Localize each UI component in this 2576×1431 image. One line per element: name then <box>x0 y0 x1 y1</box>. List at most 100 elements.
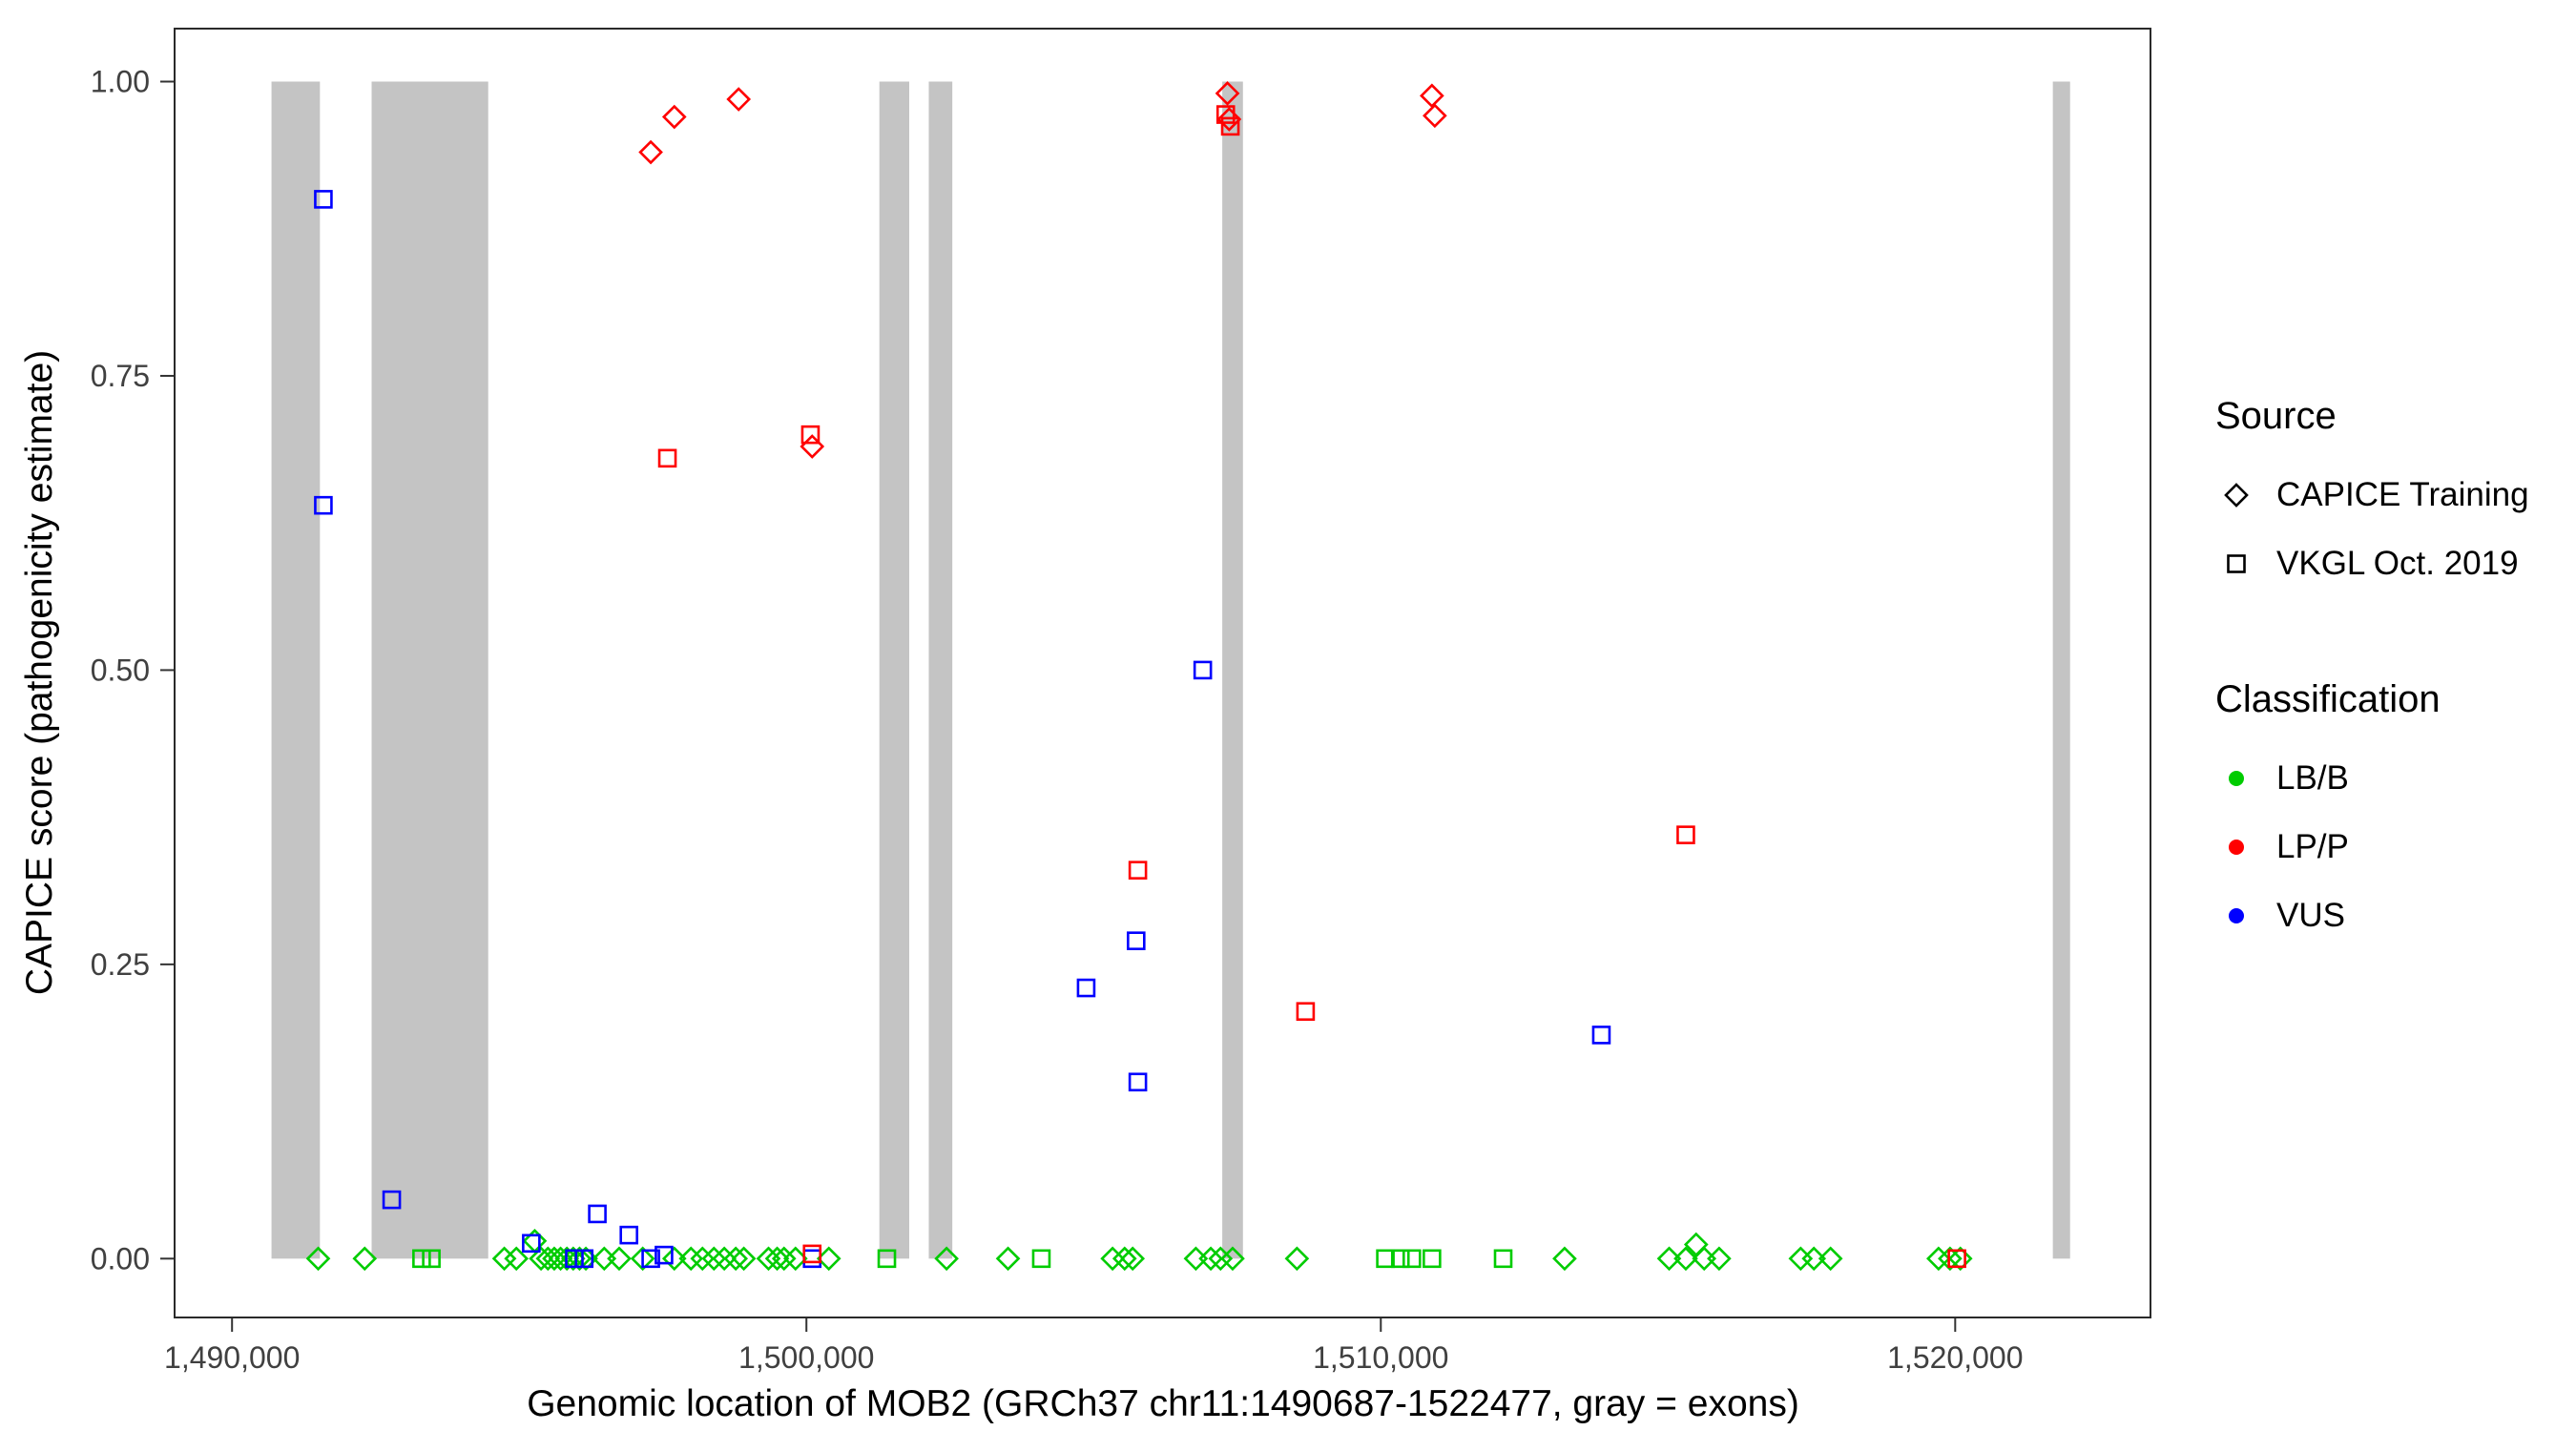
point-vkgl-lpp <box>800 425 821 445</box>
exon-band <box>928 81 953 1259</box>
point-capice-lbb <box>491 1246 517 1272</box>
x-tick-label: 1,500,000 <box>738 1340 874 1375</box>
point-capice-lbb <box>305 1246 331 1272</box>
y-axis-title: CAPICE score (pathogenicity estimate) <box>19 349 60 996</box>
point-capice-lbb <box>1552 1246 1577 1272</box>
point-vkgl-vus <box>1591 1026 1611 1045</box>
point-capice-lbb <box>352 1246 378 1272</box>
point-vkgl-vus <box>565 1249 584 1269</box>
point-capice-lbb <box>934 1246 959 1272</box>
y-tick-label: 0.25 <box>91 947 150 982</box>
legend-spacer <box>2215 602 2568 678</box>
legend-item-lbb: LB/B <box>2215 748 2568 809</box>
exon-band <box>371 81 488 1259</box>
legend: Source CAPICE Training VKGL Oct. 2019 Cl… <box>2215 395 2568 954</box>
point-capice-lbb <box>504 1246 530 1272</box>
point-capice-lbb <box>1707 1246 1732 1272</box>
point-capice-lbb <box>1284 1246 1310 1272</box>
point-vkgl-vus <box>574 1249 594 1269</box>
point-capice-lbb <box>567 1246 592 1272</box>
point-vkgl-lpp <box>1296 1002 1316 1022</box>
x-tick-label: 1,490,000 <box>164 1340 300 1375</box>
point-capice-lpp <box>638 139 663 165</box>
point-capice-lpp <box>1216 107 1242 132</box>
legend-label-lbb: LB/B <box>2276 759 2349 797</box>
x-tick-label: 1,520,000 <box>1887 1340 2023 1375</box>
point-vkgl-vus <box>588 1204 607 1224</box>
x-tick-label: 1,510,000 <box>1313 1340 1448 1375</box>
point-capice-lbb <box>782 1246 808 1272</box>
point-capice-lbb <box>712 1246 737 1272</box>
legend-item-lpp: LP/P <box>2215 817 2568 878</box>
point-vkgl-lpp <box>657 448 677 468</box>
point-vkgl-lbb <box>1423 1249 1442 1269</box>
point-capice-lbb <box>816 1246 841 1272</box>
point-capice-lbb <box>661 1246 687 1272</box>
point-vkgl-vus <box>314 190 333 209</box>
point-vkgl-vus <box>1193 660 1213 680</box>
vus-dot-icon <box>2229 908 2244 923</box>
point-vkgl-lpp <box>802 1244 822 1264</box>
point-capice-lbb <box>1656 1246 1682 1272</box>
legend-item-vkgl: VKGL Oct. 2019 <box>2215 533 2568 594</box>
point-vkgl-lpp <box>1215 105 1236 124</box>
legend-classification-title: Classification <box>2215 678 2441 720</box>
point-capice-lpp <box>1423 103 1447 129</box>
point-capice-lbb <box>1801 1246 1827 1272</box>
legend-source-group: Source CAPICE Training VKGL Oct. 2019 <box>2215 395 2568 594</box>
point-vkgl-lbb <box>1376 1249 1395 1269</box>
point-capice-lbb <box>701 1246 727 1272</box>
point-capice-lbb <box>756 1246 781 1272</box>
point-capice-lbb <box>1111 1246 1137 1272</box>
point-capice-lbb <box>1198 1246 1223 1272</box>
point-vkgl-vus <box>619 1225 639 1245</box>
point-capice-lbb <box>1208 1246 1234 1272</box>
point-vkgl-vus <box>314 495 333 515</box>
point-capice-lpp <box>1420 83 1444 109</box>
point-capice-lbb <box>607 1246 632 1272</box>
point-vkgl-lbb <box>877 1249 897 1269</box>
point-capice-lbb <box>630 1246 655 1272</box>
point-capice-lbb <box>1818 1246 1843 1272</box>
square-key-icon <box>2227 554 2246 573</box>
y-tick-label: 0.50 <box>91 653 150 687</box>
legend-label-lpp: LP/P <box>2276 828 2349 865</box>
x-axis-title: Genomic location of MOB2 (GRCh37 chr11:1… <box>527 1383 1799 1424</box>
point-capice-lpp <box>661 104 687 130</box>
point-vkgl-lbb <box>1402 1249 1422 1269</box>
point-capice-lbb <box>1788 1246 1814 1272</box>
point-capice-lbb <box>1120 1246 1146 1272</box>
legend-classification-group: Classification LB/B LP/P VUS <box>2215 678 2568 946</box>
point-vkgl-lbb <box>422 1249 441 1269</box>
point-vkgl-vus <box>641 1249 660 1269</box>
point-capice-lbb <box>1100 1246 1125 1272</box>
legend-item-capice-training: CAPICE Training <box>2215 465 2568 526</box>
point-capice-lpp <box>1215 81 1240 106</box>
point-vkgl-vus <box>1076 978 1096 998</box>
legend-label-vus: VUS <box>2276 897 2345 934</box>
y-tick-label: 0.75 <box>91 359 150 393</box>
diamond-key-icon <box>2224 483 2249 508</box>
panel-border <box>174 28 2151 1318</box>
point-capice-lbb <box>1926 1246 1951 1272</box>
y-tick-label: 1.00 <box>91 65 150 99</box>
exon-band <box>2052 81 2070 1259</box>
point-capice-lpp <box>726 87 752 112</box>
point-vkgl-lpp <box>1220 116 1240 136</box>
lbb-dot-icon <box>2229 771 2244 786</box>
point-vkgl-lpp <box>1947 1249 1966 1269</box>
y-tick-label: 0.00 <box>91 1241 150 1275</box>
legend-label-vkgl: VKGL Oct. 2019 <box>2276 545 2519 582</box>
legend-source-title: Source <box>2215 395 2337 437</box>
point-capice-lbb <box>1938 1246 1963 1272</box>
exon-band <box>879 81 910 1259</box>
exon-band <box>1222 81 1243 1259</box>
lpp-dot-icon <box>2229 840 2244 855</box>
legend-label-capice-training: CAPICE Training <box>2276 476 2529 513</box>
point-vkgl-lbb <box>1390 1249 1410 1269</box>
point-vkgl-lpp <box>1676 825 1695 844</box>
point-vkgl-lbb <box>412 1249 431 1269</box>
point-vkgl-vus <box>1127 931 1146 950</box>
point-capice-lbb <box>690 1246 716 1272</box>
